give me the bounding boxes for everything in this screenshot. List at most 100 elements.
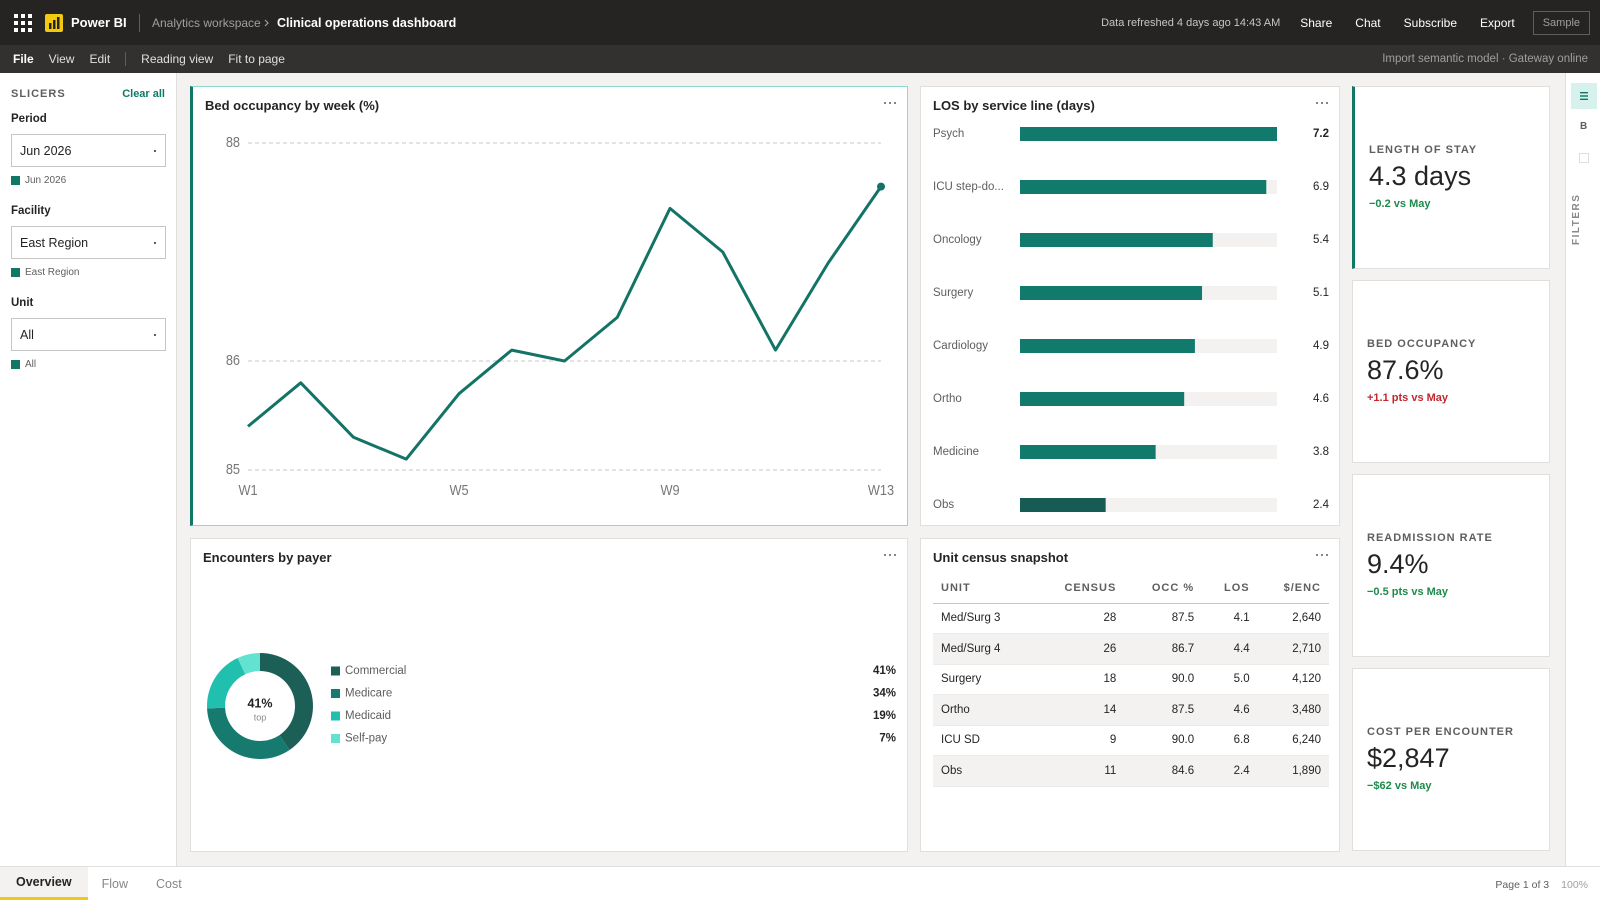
menu-item[interactable]: View [48,52,75,66]
bar [1020,445,1156,459]
table-cell: 9 [1033,725,1125,756]
action-button[interactable]: Share [1300,15,1333,30]
column-header[interactable]: UNIT [933,573,1034,604]
census-table: UNIT CENSUS OCC % LOS $/ENC Med/Surg 3 28 87.5 4… [933,573,1329,787]
kpi-card[interactable]: BED OCCUPANCY 87.6% +1.1 pts vs May [1352,280,1550,463]
slicer-dropdown[interactable]: All [11,318,166,351]
menu-item[interactable]: Fit to page [228,52,285,66]
logo [45,14,63,32]
table-cell: 14 [1033,694,1125,726]
chip-label: All [25,359,37,370]
menu-item[interactable]: Edit [89,52,111,66]
kpi-delta: −0.5 pts vs May [1367,586,1449,598]
kpi-card[interactable]: LENGTH OF STAY 4.3 days −0.2 vs May [1352,86,1550,269]
table-cell: 86.7 [1124,633,1203,665]
value-label: 34% [873,688,896,700]
top-right: Data refreshed 4 days ago 14:43 AM Share… [1101,0,1590,45]
page-tab[interactable]: Overview [0,867,88,900]
column-header[interactable]: OCC % [1124,573,1203,604]
bar-visual[interactable]: Psych 7.2 ICU step-do... 6.9 Oncology 5.4 Surg… [920,86,1340,526]
value-label: 7% [879,733,896,745]
legend-label: Medicare [345,688,392,700]
x-tick-label: W5 [449,481,468,498]
y-tick-label: 88 [226,133,240,150]
category-label: ICU step-do... [933,181,1004,193]
kpi-card[interactable]: COST PER ENCOUNTER $2,847 −$62 vs May [1352,668,1550,851]
kpi-label: READMISSION RATE [1367,532,1493,544]
bar [1020,180,1267,194]
table-cell: Obs [933,755,1034,787]
table-cell: 6,240 [1257,725,1329,756]
donut-visual[interactable]: Commercial 41% Medicare 34% Medicaid 19% Self-… [190,538,908,852]
table-cell: 4.4 [1202,633,1258,665]
kpi-value: 87.6% [1367,355,1444,385]
category-label: Obs [933,499,954,511]
more-options[interactable] [883,101,897,105]
column-header[interactable]: LOS [1202,573,1258,604]
visualizations-toggle[interactable] [1571,83,1597,109]
tab-list: Overview Flow Cost [0,867,196,900]
line-visual[interactable]: 85 86 88 W1 W5 W9 W13 Bed occupancy by week (%… [190,86,908,526]
more-options[interactable] [1315,101,1329,105]
bar [1020,498,1106,512]
filters-label[interactable]: FILTERS [1571,193,1582,245]
table-cell: 4.6 [1202,694,1258,726]
table-cell: 4.1 [1202,603,1258,634]
donut-slice [237,653,260,675]
slicer-dropdown[interactable]: Jun 2026 [11,134,166,167]
rail-icon[interactable] [1579,153,1589,163]
action-button[interactable]: Subscribe [1403,15,1458,30]
action-button[interactable]: Chat [1355,15,1381,30]
table-cell: 4,120 [1257,664,1329,695]
kpi-card[interactable]: READMISSION RATE 9.4% −0.5 pts vs May [1352,474,1550,657]
table-visual[interactable]: Unit census snapshot UNIT CENSUS OCC % LOS $… [920,538,1340,852]
action-button[interactable]: Export [1480,15,1515,30]
donut-center-label: 41% [247,696,272,710]
column-header[interactable]: CENSUS [1033,573,1125,604]
table-cell: 2,710 [1257,633,1329,665]
kpi-label: BED OCCUPANCY [1367,338,1477,350]
kpi-value: $2,847 [1367,743,1450,773]
page-tab[interactable]: Cost [156,876,182,891]
legend-label: Self-pay [345,733,387,745]
value-label: 4.6 [1313,393,1329,405]
sample-badge: Sample [1532,10,1590,35]
table-cell: 26 [1033,633,1125,665]
category-label: Surgery [933,287,974,299]
donut-center-sublabel: top [254,712,267,722]
app-launcher[interactable] [14,14,32,32]
refresh-status: Data refreshed 4 days ago 14:43 AM [1101,16,1281,29]
app-name[interactable]: Power BI [71,15,127,30]
bar-chart: Psych 7.2 ICU step-do... 6.9 Oncology 5.4 Surg… [933,127,1330,512]
legend-swatch [331,666,340,676]
table-cell: Med/Surg 3 [933,603,1034,634]
menu-item[interactable]: File [13,52,34,66]
bar [1020,392,1185,406]
more-options[interactable] [1315,553,1329,557]
slicer-dropdown[interactable]: East Region [11,226,166,259]
bar [1020,233,1213,247]
report-name: Clinical operations dashboard [277,16,457,30]
value-label: 7.2 [1313,128,1329,140]
rail-button[interactable]: B [1580,121,1588,132]
column-header[interactable]: $/ENC [1257,573,1329,604]
workspace-link[interactable]: Analytics workspace [152,16,261,30]
table-row: Ortho 14 87.5 4.6 3,480 [933,694,1329,726]
slicer-label: Facility [11,205,51,217]
slicer-pane: SLICERS Clear all Period Jun 2026 Jun 2026… [0,73,177,866]
x-tick-label: W13 [868,481,894,498]
category-label: Ortho [933,393,962,405]
bar [1020,286,1203,300]
table-cell: 1,890 [1257,755,1329,787]
more-options[interactable] [883,553,897,557]
table-row: ICU SD 9 90.0 6.8 6,240 [933,725,1329,756]
value-label: 5.1 [1313,287,1329,299]
donut-slice [260,653,313,751]
page-status: Page 1 of 3 100% [1495,879,1588,891]
clear-all[interactable]: Clear all [122,88,165,100]
menu-item[interactable]: Reading view [141,52,214,66]
chip-label: East Region [25,267,80,278]
table-row: Obs 11 84.6 2.4 1,890 [933,755,1329,787]
page-tab[interactable]: Flow [101,876,128,891]
table-cell: 18 [1033,664,1125,695]
